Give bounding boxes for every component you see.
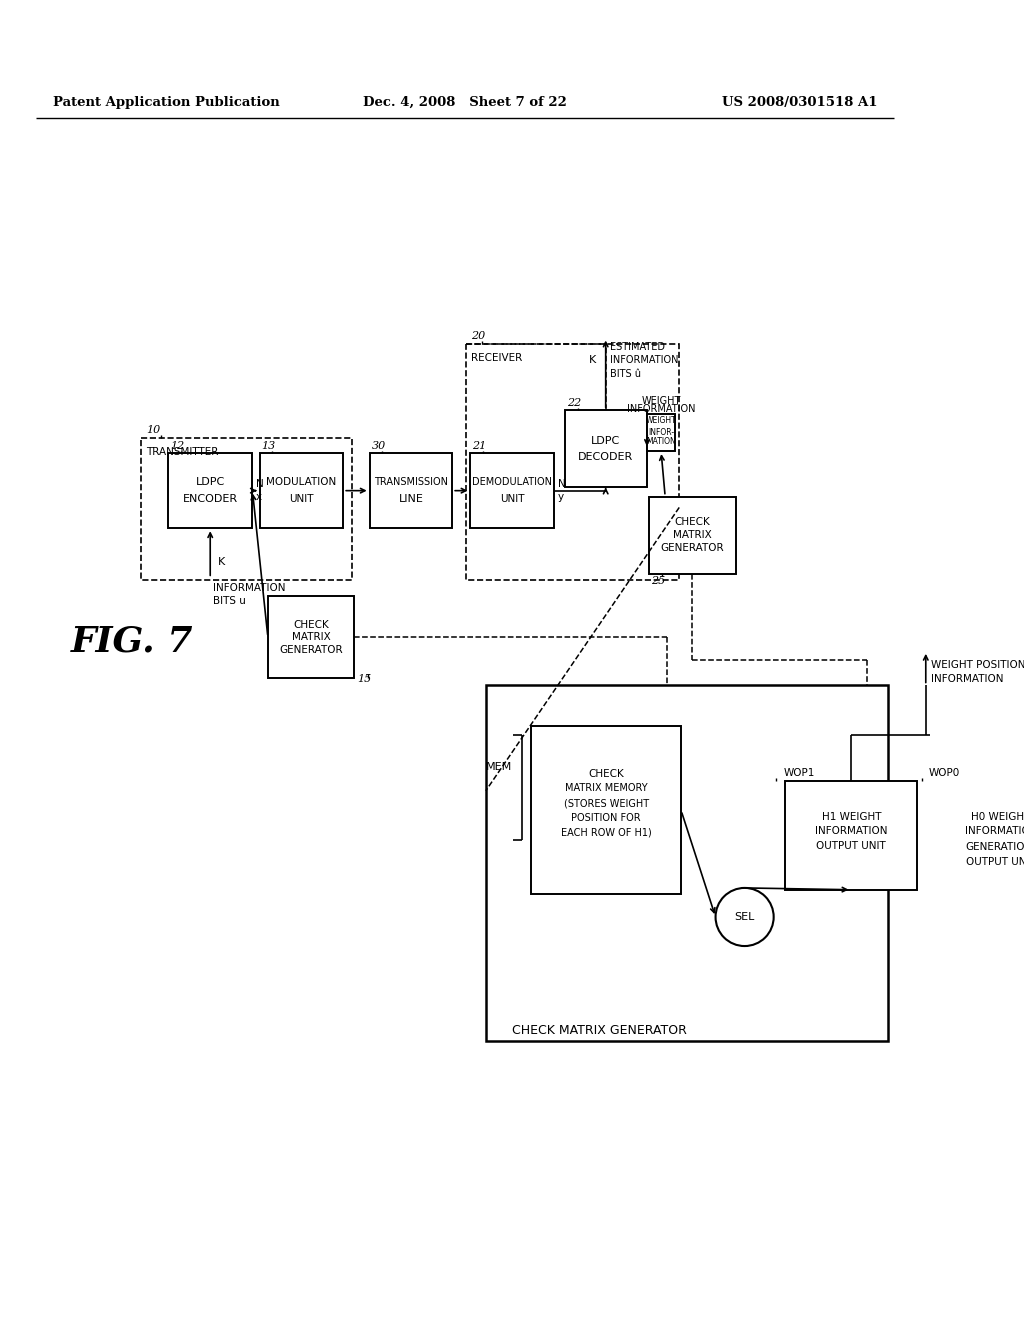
Text: Patent Application Publication: Patent Application Publication	[52, 96, 280, 110]
Bar	[268, 597, 354, 678]
Text: WEIGHT POSITION: WEIGHT POSITION	[931, 660, 1024, 671]
Text: OUTPUT UNIT: OUTPUT UNIT	[967, 857, 1024, 867]
Text: LINE: LINE	[398, 494, 423, 504]
Text: 15: 15	[357, 673, 371, 684]
Text: UNIT: UNIT	[500, 494, 524, 504]
Text: CHECK: CHECK	[293, 619, 329, 630]
Text: GENERATOR: GENERATOR	[660, 543, 724, 553]
Bar	[466, 345, 679, 579]
Text: 10: 10	[146, 425, 161, 434]
Text: K: K	[217, 557, 224, 566]
Text: N: N	[256, 479, 264, 490]
Text: MEM: MEM	[486, 762, 513, 772]
Text: INFOR-: INFOR-	[648, 428, 674, 437]
Text: DEMODULATION: DEMODULATION	[472, 478, 552, 487]
Text: 20: 20	[471, 331, 485, 342]
Bar	[565, 411, 646, 487]
Text: OUTPUT UNIT: OUTPUT UNIT	[816, 841, 886, 851]
Text: MATION: MATION	[646, 437, 676, 446]
Text: POSITION FOR: POSITION FOR	[571, 813, 641, 822]
Text: 12: 12	[170, 441, 184, 451]
Text: US 2008/0301518 A1: US 2008/0301518 A1	[722, 96, 878, 110]
Text: TRANSMISSION: TRANSMISSION	[374, 478, 447, 487]
Text: INFORMATION: INFORMATION	[965, 826, 1024, 836]
Text: INFORMATION: INFORMATION	[627, 404, 695, 414]
Text: FIG. 7: FIG. 7	[71, 624, 194, 659]
Bar	[470, 453, 554, 528]
Text: DECODER: DECODER	[579, 451, 633, 462]
Bar	[485, 685, 888, 1041]
Text: UNIT: UNIT	[289, 494, 313, 504]
Text: GENERATION/: GENERATION/	[966, 842, 1024, 851]
Bar	[370, 453, 453, 528]
Text: CHECK: CHECK	[675, 517, 711, 528]
Text: CHECK: CHECK	[588, 770, 624, 779]
Text: MATRIX MEMORY: MATRIX MEMORY	[565, 783, 647, 792]
Text: MATRIX: MATRIX	[292, 632, 331, 643]
Text: 21: 21	[472, 441, 486, 451]
Bar	[785, 780, 918, 890]
Text: ESTIMATED
INFORMATION
BITS û: ESTIMATED INFORMATION BITS û	[610, 342, 679, 379]
Text: RECEIVER: RECEIVER	[471, 352, 522, 363]
Text: x: x	[256, 492, 262, 502]
Text: 22: 22	[566, 399, 581, 408]
Text: 25: 25	[651, 576, 666, 586]
Bar	[647, 414, 675, 451]
Text: ENCODER: ENCODER	[182, 494, 238, 504]
Text: MATRIX: MATRIX	[673, 531, 712, 540]
Text: INFORMATION: INFORMATION	[213, 583, 286, 593]
Text: WEIGHT: WEIGHT	[641, 396, 681, 407]
Text: LDPC: LDPC	[591, 436, 621, 446]
Text: 30: 30	[372, 441, 386, 451]
Text: CHECK MATRIX GENERATOR: CHECK MATRIX GENERATOR	[512, 1024, 687, 1038]
Text: TRANSMITTER: TRANSMITTER	[146, 446, 218, 457]
Bar	[168, 453, 253, 528]
Text: WEIGHT: WEIGHT	[646, 416, 677, 425]
Text: 13: 13	[261, 441, 275, 451]
Text: LDPC: LDPC	[196, 478, 225, 487]
Text: EACH ROW OF H1): EACH ROW OF H1)	[561, 828, 651, 838]
Text: GENERATOR: GENERATOR	[280, 645, 343, 655]
Text: WOP1: WOP1	[783, 768, 815, 777]
Text: y: y	[557, 492, 563, 502]
Bar	[260, 453, 343, 528]
Bar	[931, 780, 1024, 903]
Text: (STORES WEIGHT: (STORES WEIGHT	[563, 799, 648, 808]
Text: MODULATION: MODULATION	[266, 478, 337, 487]
Text: WOP0: WOP0	[929, 768, 961, 777]
Ellipse shape	[716, 888, 774, 946]
Text: BITS u: BITS u	[213, 597, 246, 606]
Text: K: K	[590, 355, 597, 366]
Bar	[531, 726, 681, 894]
Text: Dec. 4, 2008   Sheet 7 of 22: Dec. 4, 2008 Sheet 7 of 22	[362, 96, 567, 110]
Text: N: N	[557, 479, 565, 490]
Text: H0 WEIGHT: H0 WEIGHT	[972, 812, 1024, 821]
Text: INFORMATION: INFORMATION	[815, 826, 888, 836]
Bar	[140, 437, 352, 579]
Text: SEL: SEL	[734, 912, 755, 921]
Text: H1 WEIGHT: H1 WEIGHT	[821, 812, 881, 822]
Bar	[649, 496, 735, 574]
Text: INFORMATION: INFORMATION	[931, 673, 1004, 684]
